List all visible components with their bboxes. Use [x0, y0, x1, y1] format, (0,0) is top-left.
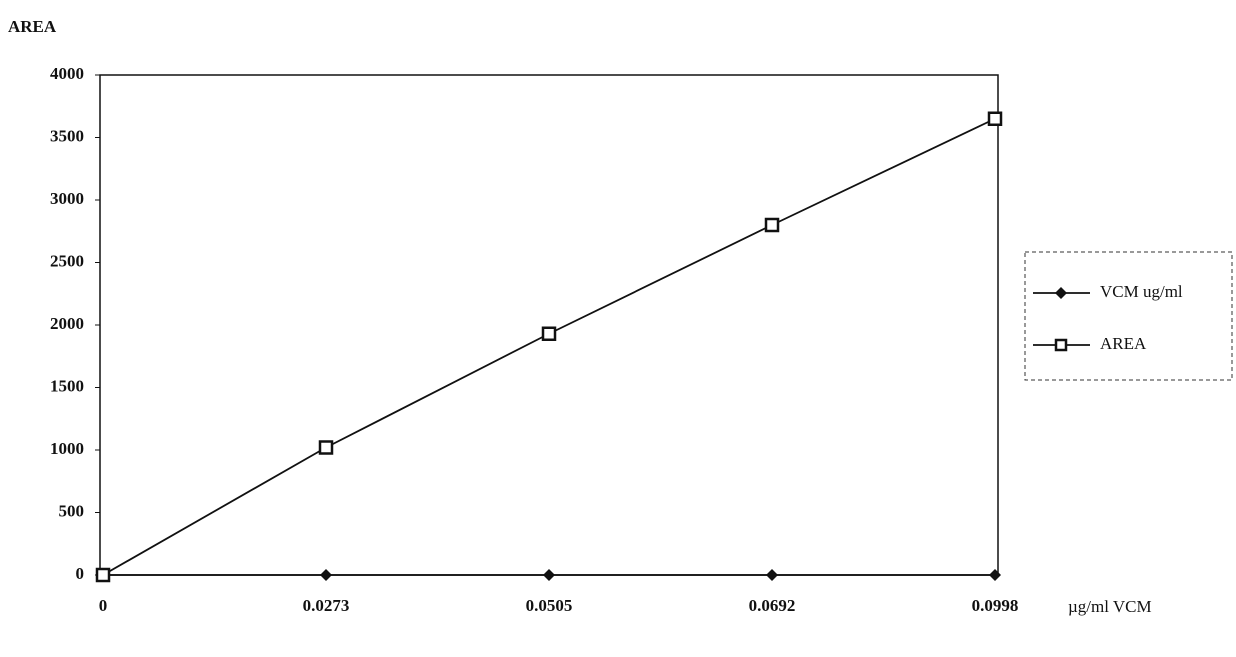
point [766, 569, 778, 581]
point [989, 569, 1001, 581]
y-tick-label: 3500 [50, 126, 84, 145]
point [541, 326, 557, 341]
legend-marker [1054, 338, 1068, 352]
y-axis-label: AREA [8, 17, 57, 36]
point [543, 569, 555, 581]
y-tick-label: 2000 [50, 314, 84, 333]
point [764, 217, 780, 233]
point [95, 567, 111, 583]
y-tick-label: 3000 [50, 189, 84, 208]
x-tick-label: 0 [99, 596, 108, 615]
series-line [102, 117, 996, 576]
legend-label: VCM ug/ml [1100, 282, 1183, 301]
point [318, 440, 334, 455]
legend-marker [1055, 287, 1067, 299]
point [987, 111, 1003, 126]
legend-box [1024, 251, 1233, 381]
y-tick-label: 2500 [50, 251, 84, 270]
y-tick-label: 1500 [50, 376, 84, 395]
legend-label: AREA [1100, 334, 1147, 353]
x-tick-label: 0.0692 [749, 596, 796, 615]
y-tick-label: 4000 [50, 64, 84, 83]
x-axis-label: µg/ml VCM [1068, 597, 1152, 616]
y-tick-label: 1000 [50, 439, 84, 458]
x-tick-label: 0.0505 [526, 596, 573, 615]
y-tick-label: 0 [76, 564, 85, 583]
x-tick-label: 0.0273 [303, 596, 350, 615]
x-tick-label: 0.0998 [972, 596, 1019, 615]
y-tick-label: 500 [59, 501, 85, 520]
point [320, 569, 332, 581]
